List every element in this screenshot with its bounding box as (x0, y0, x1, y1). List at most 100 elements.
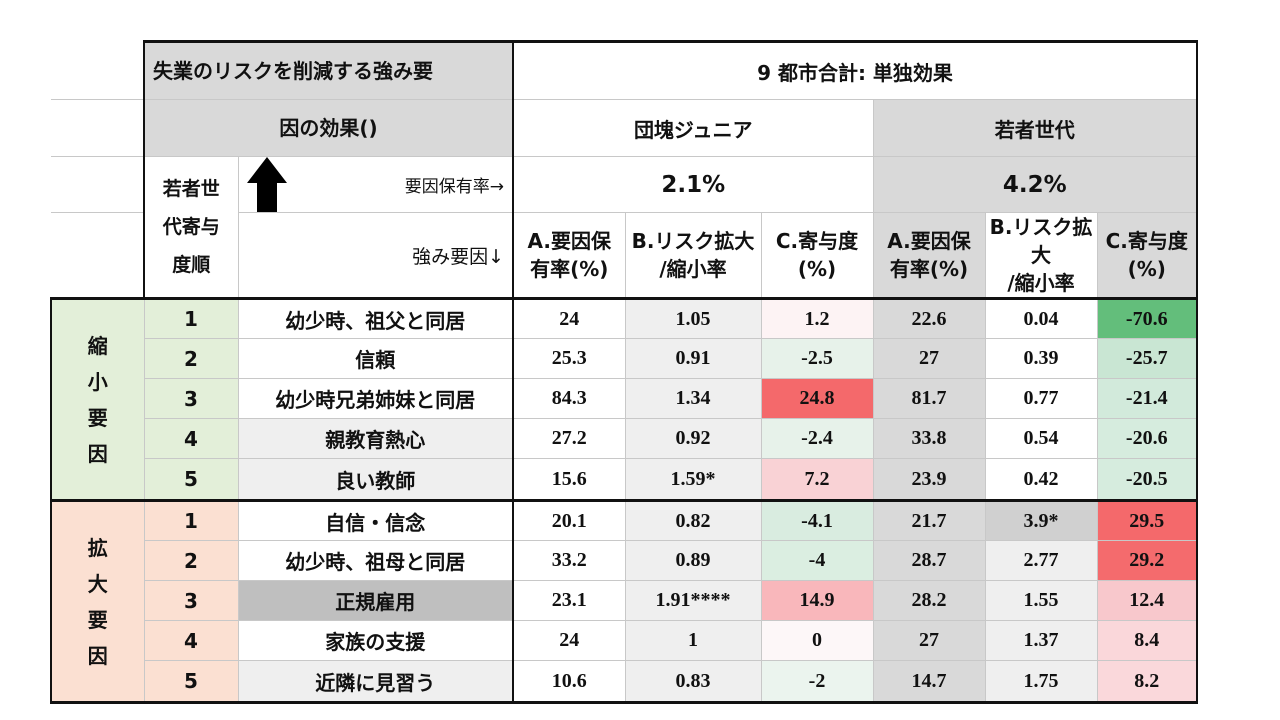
rank-cell: 4 (143, 418, 239, 459)
a2-cell: 33.8 (872, 418, 986, 459)
corner-cell-4 (51, 212, 145, 299)
b2-cell: 0.42 (984, 458, 1098, 502)
c1-cell: 14.9 (760, 580, 874, 621)
col-b-line1: B.リスク拡大 (631, 229, 755, 253)
c1-cell: -4 (760, 540, 874, 581)
col-c-line2: (%) (797, 257, 837, 281)
c2-cell: 29.5 (1096, 500, 1198, 541)
a2-cell: 28.7 (872, 540, 986, 581)
results-table: 失業のリスクを削減する強み要 9 都市合計: 単独効果 因の効果() 団塊ジュニ… (50, 40, 1198, 704)
rank-label-line3: 度順 (172, 254, 211, 276)
a2-cell: 22.6 (872, 297, 986, 339)
c2-cell: -20.6 (1096, 418, 1198, 459)
col-c-dankai: C.寄与度 (%) (760, 212, 874, 300)
c1-cell: 7.2 (760, 458, 874, 502)
a2-cell: 23.9 (872, 458, 986, 502)
col-a2-line2: 有率(%) (889, 257, 969, 281)
c2-cell: 8.4 (1096, 620, 1198, 661)
c2-cell: 12.4 (1096, 580, 1198, 621)
prevalence-label-cell: 要因保有率→ (237, 156, 514, 213)
corner-cell-3 (51, 156, 145, 213)
rank-label-line2: 代寄与 (162, 216, 220, 238)
table-row: 縮小要因 1 幼少時、祖父と同居 24 1.05 1.2 22.6 0.04 -70.6 (50, 297, 1198, 502)
factor-cell: 幼少時、祖母と同居 (237, 540, 514, 581)
group-label-char: 要 (87, 607, 108, 632)
col-c2-line2: (%) (1127, 257, 1166, 281)
table-row: 4 家族の支援 24 1 0 27 1.37 8.4 (51, 620, 1198, 661)
group-label-char: 因 (87, 441, 108, 466)
b2-cell: 2.77 (984, 540, 1098, 581)
a1-cell: 20.1 (512, 500, 626, 541)
col-b-wakamono: B.リスク拡大/縮小率 (984, 212, 1098, 300)
rank-cell: 1 (143, 500, 239, 541)
prevalence-wakamono: 4.2% (872, 156, 1198, 213)
table-row: 拡大要因 1 自信・信念 20.1 0.82 -4.1 21.7 3.9* 29.5 (50, 500, 1198, 704)
b2-cell: 0.39 (984, 338, 1098, 379)
group-label-expand: 拡大要因 (50, 500, 145, 704)
factor-cell: 親教育熱心 (237, 418, 514, 459)
b2-cell: 3.9* (984, 500, 1098, 541)
factor-cell: 正規雇用 (237, 580, 514, 621)
table-row: 2 幼少時、祖母と同居 33.2 0.89 -4 28.7 2.77 29.2 (51, 540, 1198, 581)
b1-cell: 0.91 (624, 338, 762, 379)
table-row: 3 正規雇用 23.1 1.91**** 14.9 28.2 1.55 12.4 (51, 580, 1198, 621)
col-a-dankai: A.要因保 有率(%) (512, 212, 626, 300)
rank-label-line1: 若者世 (162, 178, 220, 200)
col-c-line1: C.寄与度 (775, 229, 859, 253)
c1-cell: -4.1 (760, 500, 874, 541)
arrow-up-icon (246, 157, 287, 212)
b1-cell: 1.91**** (624, 580, 762, 621)
group-label-char: 縮 (87, 333, 108, 358)
c2-cell: -21.4 (1096, 378, 1198, 419)
a1-cell: 24 (512, 620, 626, 661)
c1-cell: 0 (760, 620, 874, 661)
b1-cell: 1.34 (624, 378, 762, 419)
corner-cell-2 (51, 99, 145, 157)
rank-cell: 2 (143, 338, 239, 379)
b2-cell: 1.75 (984, 660, 1098, 704)
corner-cell (51, 41, 145, 100)
b1-cell: 0.82 (624, 500, 762, 541)
factor-cell: 信頼 (237, 338, 514, 379)
table-row: 3 幼少時兄弟姉妹と同居 84.3 1.34 24.8 81.7 0.77 -21.4 (51, 378, 1198, 419)
a1-cell: 23.1 (512, 580, 626, 621)
table-row: 4 親教育熱心 27.2 0.92 -2.4 33.8 0.54 -20.6 (51, 418, 1198, 459)
factor-cell: 幼少時、祖父と同居 (237, 297, 514, 339)
factor-cell: 良い教師 (237, 458, 514, 502)
rank-cell: 5 (143, 458, 239, 502)
c1-cell: 24.8 (760, 378, 874, 419)
c2-cell: 8.2 (1096, 660, 1198, 704)
c2-cell: -25.7 (1096, 338, 1198, 379)
prevalence-dankai: 2.1% (512, 156, 874, 213)
group-label-char: 要 (87, 405, 108, 430)
factor-cell: 近隣に見習う (237, 660, 514, 704)
b2-cell: 0.77 (984, 378, 1098, 419)
table-body: 縮小要因 1 幼少時、祖父と同居 24 1.05 1.2 22.6 0.04 -70.6 2 信頼 2… (50, 297, 1198, 704)
b1-cell: 1.59* (624, 458, 762, 502)
a2-cell: 81.7 (872, 378, 986, 419)
table-title-line1: 失業のリスクを削減する強み要 (143, 40, 514, 100)
a2-cell: 27 (872, 338, 986, 379)
b1-cell: 0.89 (624, 540, 762, 581)
a1-cell: 27.2 (512, 418, 626, 459)
prevalence-label: 要因保有率→ (404, 177, 504, 197)
group-label-char: 小 (87, 369, 108, 394)
a2-cell: 27 (872, 620, 986, 661)
factor-cell: 家族の支援 (237, 620, 514, 661)
strength-label: 強み要因↓ (237, 212, 514, 299)
col-a-wakamono: A.要因保有率(%) (872, 212, 986, 300)
c1-cell: -2 (760, 660, 874, 704)
col-b-line2: /縮小率 (659, 257, 727, 281)
c1-cell: -2.5 (760, 338, 874, 379)
rank-cell: 2 (143, 540, 239, 581)
factor-cell: 幼少時兄弟姉妹と同居 (237, 378, 514, 419)
group-label-char: 拡 (87, 535, 108, 560)
rank-label: 若者世 代寄与 度順 (143, 156, 239, 299)
b1-cell: 0.83 (624, 660, 762, 704)
col-b-dankai: B.リスク拡大/縮小率 (624, 212, 762, 300)
col-a2-line1: A.要因保 (887, 229, 971, 253)
b2-cell: 1.37 (984, 620, 1098, 661)
a2-cell: 14.7 (872, 660, 986, 704)
rank-cell: 3 (143, 378, 239, 419)
group-label-char: 大 (87, 571, 108, 596)
